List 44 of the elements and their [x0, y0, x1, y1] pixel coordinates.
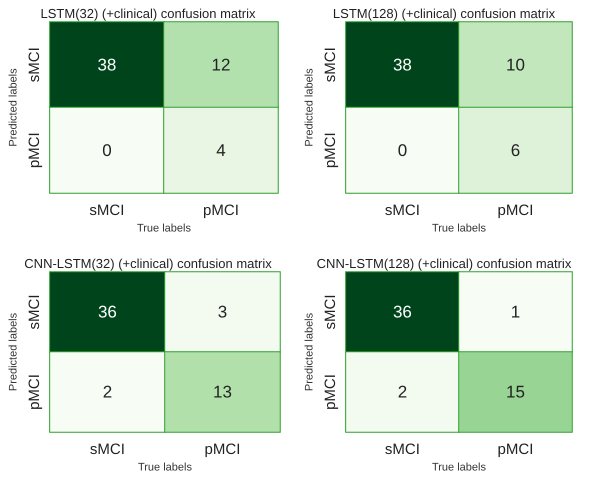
data-label: 2 [398, 382, 408, 402]
data-label: 0 [102, 140, 112, 160]
y-tick-label: pMCI [26, 132, 43, 168]
data-label: 13 [213, 382, 232, 402]
data-label: 3 [218, 302, 228, 322]
y-tick-label: pMCI [322, 132, 339, 168]
x-axis-title: True labels [432, 222, 486, 234]
data-label: 6 [510, 140, 520, 160]
chart-title: LSTM(128) (+clinical) confusion matrix [332, 6, 556, 21]
y-tick-label: sMCI [26, 47, 43, 82]
y-axis-title: Predicted labels [8, 68, 20, 147]
x-tick-label: pMCI [498, 441, 534, 458]
data-label: 12 [212, 55, 230, 74]
data-label: 2 [102, 382, 112, 402]
x-tick-label: sMCI [384, 202, 420, 219]
data-label: 38 [392, 55, 412, 74]
x-axis-title: True labels [432, 462, 486, 474]
y-tick-label: pMCI [26, 374, 43, 410]
chart-title: LSTM(32) (+clinical) confusion matrix [40, 6, 256, 21]
x-axis-title: True labels [136, 222, 192, 234]
chart-title: CNN-LSTM(128) (+clinical) confusion matrix [316, 256, 572, 271]
x-tick-label: sMCI [89, 202, 124, 219]
x-tick-label: pMCI [203, 202, 239, 219]
y-axis-title: Predicted labels [304, 68, 316, 147]
y-tick-label: pMCI [322, 374, 339, 410]
y-axis-title: Predicted labels [8, 312, 20, 392]
x-tick-label: pMCI [204, 441, 240, 458]
data-label: 36 [98, 302, 117, 322]
x-axis-title: True labels [138, 462, 192, 474]
data-label: 10 [506, 55, 525, 74]
data-label: 36 [392, 302, 412, 322]
x-tick-label: pMCI [498, 202, 534, 219]
data-label: 38 [97, 55, 116, 74]
data-label: 15 [506, 382, 525, 402]
data-label: 0 [398, 140, 408, 160]
chart-title: CNN-LSTM(32) (+clinical) confusion matrix [24, 256, 272, 271]
y-tick-label: sMCI [322, 294, 339, 330]
y-tick-label: sMCI [26, 294, 43, 330]
data-label: 4 [216, 140, 226, 160]
data-label: 1 [510, 302, 520, 322]
x-tick-label: sMCI [384, 441, 420, 458]
y-axis-title: Predicted labels [304, 312, 316, 392]
y-tick-label: sMCI [322, 47, 339, 82]
x-tick-label: sMCI [90, 441, 125, 458]
